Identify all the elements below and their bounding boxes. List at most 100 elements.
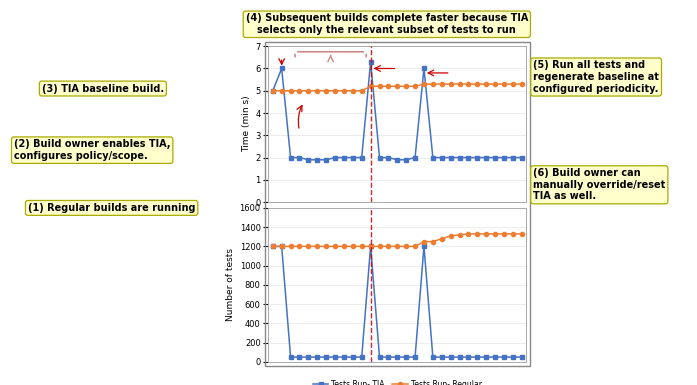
Build Time- Regular	[429, 82, 437, 86]
Build Time- Regular	[420, 82, 428, 86]
Build Time- Regular	[384, 84, 392, 89]
Tests Run- Regular	[277, 244, 286, 249]
Line: Build Time- Regular: Build Time- Regular	[270, 82, 524, 93]
Build Time- Regular	[296, 89, 304, 93]
Build Time- Regular	[482, 82, 491, 86]
Tests Run- TIA	[286, 355, 295, 360]
Build Time- TIA	[402, 157, 411, 162]
Build Time- Regular	[331, 89, 339, 93]
Tests Run- TIA	[331, 355, 339, 360]
Tests Run- TIA	[464, 355, 473, 360]
Tests Run- Regular	[358, 244, 366, 249]
Build Time- TIA	[331, 155, 339, 160]
Build Time- Regular	[286, 89, 295, 93]
Build Time- TIA	[358, 155, 366, 160]
Legend: Build Time- TIA, Build Time- Regular: Build Time- TIA, Build Time- Regular	[306, 218, 489, 233]
Tests Run- Regular	[482, 231, 491, 236]
Build Time- Regular	[411, 84, 420, 89]
Tests Run- Regular	[296, 244, 304, 249]
Build Time- TIA	[268, 89, 277, 93]
Build Time- Regular	[393, 84, 401, 89]
Text: (6) Build owner can
manually override/reset
TIA as well.: (6) Build owner can manually override/re…	[533, 168, 666, 201]
Tests Run- Regular	[348, 244, 357, 249]
Build Time- Regular	[500, 82, 508, 86]
Line: Tests Run- Regular: Tests Run- Regular	[270, 232, 524, 248]
Tests Run- TIA	[304, 355, 312, 360]
Text: (2) Build owner enables TIA,
configures policy/scope.: (2) Build owner enables TIA, configures …	[14, 139, 171, 161]
Build Time- Regular	[455, 82, 464, 86]
Tests Run- TIA	[455, 355, 464, 360]
Build Time- TIA	[473, 155, 482, 160]
Build Time- TIA	[304, 157, 312, 162]
Build Time- Regular	[518, 82, 526, 86]
Tests Run- Regular	[491, 231, 499, 236]
Tests Run- Regular	[375, 244, 383, 249]
Build Time- TIA	[455, 155, 464, 160]
Build Time- Regular	[348, 89, 357, 93]
Build Time- TIA	[296, 155, 304, 160]
Tests Run- Regular	[339, 244, 348, 249]
Tests Run- Regular	[429, 239, 437, 244]
Line: Build Time- TIA: Build Time- TIA	[270, 60, 524, 162]
Tests Run- TIA	[268, 244, 277, 249]
Build Time- Regular	[447, 82, 455, 86]
Tests Run- TIA	[411, 355, 420, 360]
Tests Run- Regular	[384, 244, 392, 249]
Build Time- Regular	[473, 82, 482, 86]
Tests Run- TIA	[367, 244, 375, 249]
Build Time- TIA	[509, 155, 517, 160]
Build Time- Regular	[322, 89, 330, 93]
Tests Run- Regular	[455, 233, 464, 237]
Build Time- TIA	[393, 157, 401, 162]
Build Time- Regular	[438, 82, 446, 86]
Build Time- Regular	[509, 82, 517, 86]
Tests Run- Regular	[411, 244, 420, 249]
Build Time- Regular	[367, 84, 375, 89]
Build Time- Regular	[464, 82, 473, 86]
Tests Run- Regular	[420, 239, 428, 244]
Build Time- TIA	[420, 66, 428, 71]
Tests Run- TIA	[296, 355, 304, 360]
Tests Run- Regular	[473, 231, 482, 236]
Line: Tests Run- TIA: Tests Run- TIA	[270, 244, 524, 359]
Tests Run- TIA	[509, 355, 517, 360]
Tests Run- Regular	[367, 244, 375, 249]
Tests Run- Regular	[509, 231, 517, 236]
Tests Run- TIA	[491, 355, 499, 360]
Tests Run- TIA	[420, 244, 428, 249]
Text: (3) TIA baseline build.: (3) TIA baseline build.	[42, 84, 164, 94]
Build Time- TIA	[464, 155, 473, 160]
Tests Run- TIA	[322, 355, 330, 360]
Tests Run- Regular	[331, 244, 339, 249]
Tests Run- Regular	[313, 244, 321, 249]
Text: (1) Regular builds are running: (1) Regular builds are running	[28, 203, 195, 213]
Tests Run- TIA	[384, 355, 392, 360]
Build Time- TIA	[339, 155, 348, 160]
Build Time- Regular	[304, 89, 312, 93]
Tests Run- TIA	[358, 355, 366, 360]
Build Time- TIA	[482, 155, 491, 160]
Build Time- TIA	[518, 155, 526, 160]
Tests Run- TIA	[348, 355, 357, 360]
Build Time- Regular	[491, 82, 499, 86]
Tests Run- TIA	[375, 355, 383, 360]
Tests Run- Regular	[268, 244, 277, 249]
Build Time- TIA	[447, 155, 455, 160]
Tests Run- Regular	[304, 244, 312, 249]
Tests Run- Regular	[393, 244, 401, 249]
Tests Run- TIA	[518, 355, 526, 360]
Tests Run- Regular	[464, 231, 473, 236]
Build Time- Regular	[313, 89, 321, 93]
Build Time- Regular	[358, 89, 366, 93]
Text: (5) Run all tests and
regenerate baseline at
configured periodicity.: (5) Run all tests and regenerate baselin…	[533, 60, 659, 94]
Build Time- TIA	[438, 155, 446, 160]
Tests Run- Regular	[447, 233, 455, 238]
Build Time- TIA	[500, 155, 508, 160]
Y-axis label: Time (min s): Time (min s)	[242, 96, 251, 152]
Tests Run- Regular	[402, 244, 411, 249]
Build Time- TIA	[367, 60, 375, 64]
Build Time- TIA	[313, 157, 321, 162]
Build Time- TIA	[322, 157, 330, 162]
Tests Run- TIA	[429, 355, 437, 360]
Build Time- TIA	[429, 155, 437, 160]
